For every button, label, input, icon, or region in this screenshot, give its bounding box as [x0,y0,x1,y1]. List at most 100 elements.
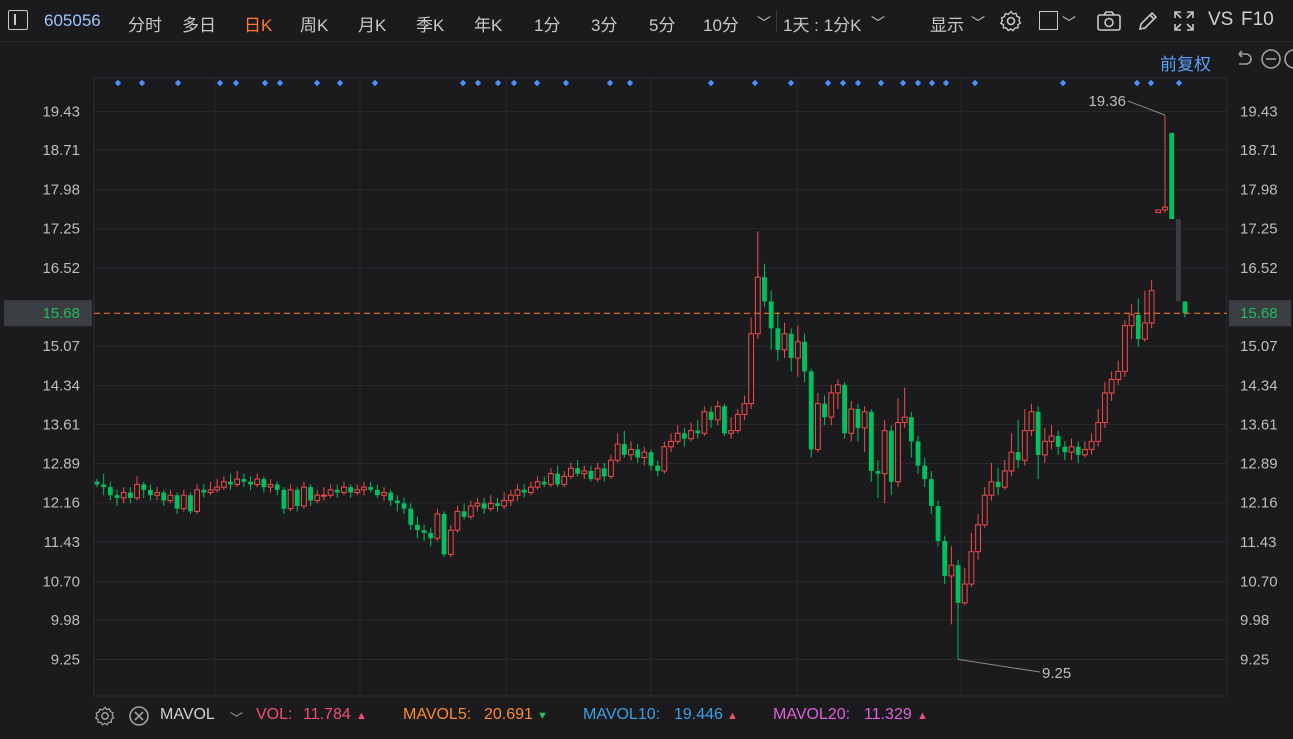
event-marker-icon[interactable] [510,79,518,87]
event-markers[interactable] [114,79,1183,87]
candle[interactable] [1055,430,1061,455]
candle[interactable] [1041,427,1048,463]
candle[interactable] [167,489,174,504]
candle[interactable] [214,479,221,493]
candle[interactable] [955,559,961,660]
candle[interactable] [180,489,187,512]
candle[interactable] [127,487,133,504]
event-marker-icon[interactable] [854,79,862,87]
candle[interactable] [768,290,774,350]
candle[interactable] [388,489,394,506]
candle[interactable] [1088,433,1095,455]
candle[interactable] [261,476,267,493]
candle[interactable] [561,470,568,488]
candle[interactable] [728,417,735,439]
candle[interactable] [708,406,714,428]
candle[interactable] [421,524,427,541]
event-marker-icon[interactable] [474,79,482,87]
sidebar-toggle-icon[interactable] [8,10,28,30]
candle[interactable] [308,484,313,506]
candle[interactable] [581,465,588,480]
event-marker-icon[interactable] [824,79,832,87]
candle[interactable] [274,481,280,496]
candle[interactable] [501,492,508,509]
event-marker-icon[interactable] [899,79,907,87]
candle[interactable] [120,487,127,504]
candle[interactable] [514,484,521,501]
candle[interactable] [294,487,300,512]
candle[interactable] [481,497,487,515]
more-periods-chevron-icon[interactable]: ﹀ [757,15,771,31]
tab-year-k[interactable]: 年K [474,16,503,35]
candle[interactable] [374,484,380,498]
event-marker-icon[interactable] [261,79,269,87]
candle[interactable] [381,487,387,501]
candle[interactable] [988,462,995,501]
tab-3min[interactable]: 3分 [591,16,618,35]
candle[interactable] [194,484,201,515]
candle[interactable] [401,497,407,515]
candle[interactable] [147,484,153,501]
tab-quarter-k[interactable]: 季K [416,16,445,35]
candlestick-chart[interactable]: 19.43 19.43 18.71 18.71 17.98 17.98 17.25 17.25… [0,42,1293,697]
candle[interactable] [681,427,687,447]
candle[interactable] [1001,460,1008,490]
event-marker-icon[interactable] [533,79,541,87]
candle[interactable] [534,476,541,490]
candle[interactable] [248,476,253,490]
candle[interactable] [361,481,367,496]
candle[interactable] [1128,304,1135,340]
candle[interactable] [1075,441,1081,463]
candle[interactable] [1108,371,1115,401]
close-indicator-icon[interactable] [128,705,150,727]
candle[interactable] [141,481,147,498]
candle[interactable] [487,495,494,512]
candle[interactable] [808,368,814,458]
candle[interactable] [922,457,928,488]
candle[interactable] [601,462,607,482]
event-marker-icon[interactable] [138,79,146,87]
tab-10min[interactable]: 10分 [703,16,739,35]
event-marker-icon[interactable] [1175,79,1183,87]
candle[interactable] [868,409,874,482]
candle[interactable] [775,312,781,361]
candle[interactable] [1095,409,1102,447]
candle[interactable] [661,441,668,474]
event-marker-icon[interactable] [707,79,715,87]
candle[interactable] [1175,219,1181,302]
candle[interactable] [254,473,261,488]
candle[interactable] [614,433,621,463]
candle[interactable] [428,527,434,547]
candle[interactable] [408,503,414,531]
candle[interactable] [628,441,634,461]
candle[interactable] [281,487,287,515]
tab-1min[interactable]: 1分 [534,16,561,35]
candle[interactable] [722,403,727,436]
candle[interactable] [781,322,788,358]
candle[interactable] [461,503,467,520]
candle[interactable] [1008,433,1015,477]
candle[interactable] [981,487,988,528]
candle[interactable] [568,462,574,480]
tab-multi-day[interactable]: 多日 [182,16,216,35]
tab-month-k[interactable]: 月K [358,16,387,35]
candle[interactable] [507,489,514,506]
tab-5min[interactable]: 5分 [649,16,676,35]
candle[interactable] [441,511,447,558]
pencil-icon[interactable] [1136,9,1160,33]
candle[interactable] [915,435,921,474]
candle[interactable] [741,395,748,420]
display-chevron-icon[interactable]: ﹀ [971,15,985,31]
candle[interactable] [621,430,627,458]
candle[interactable] [835,379,841,410]
event-marker-icon[interactable] [1147,79,1155,87]
candle[interactable] [895,398,901,488]
f10-button[interactable]: F10 [1241,9,1274,30]
candle[interactable] [555,465,560,488]
candle[interactable] [648,449,654,471]
candle[interactable] [1162,115,1168,213]
event-marker-icon[interactable] [562,79,570,87]
display-menu[interactable]: 显示 [930,16,964,35]
camera-icon[interactable] [1096,9,1122,33]
tab-day-k[interactable]: 日K [244,16,273,35]
